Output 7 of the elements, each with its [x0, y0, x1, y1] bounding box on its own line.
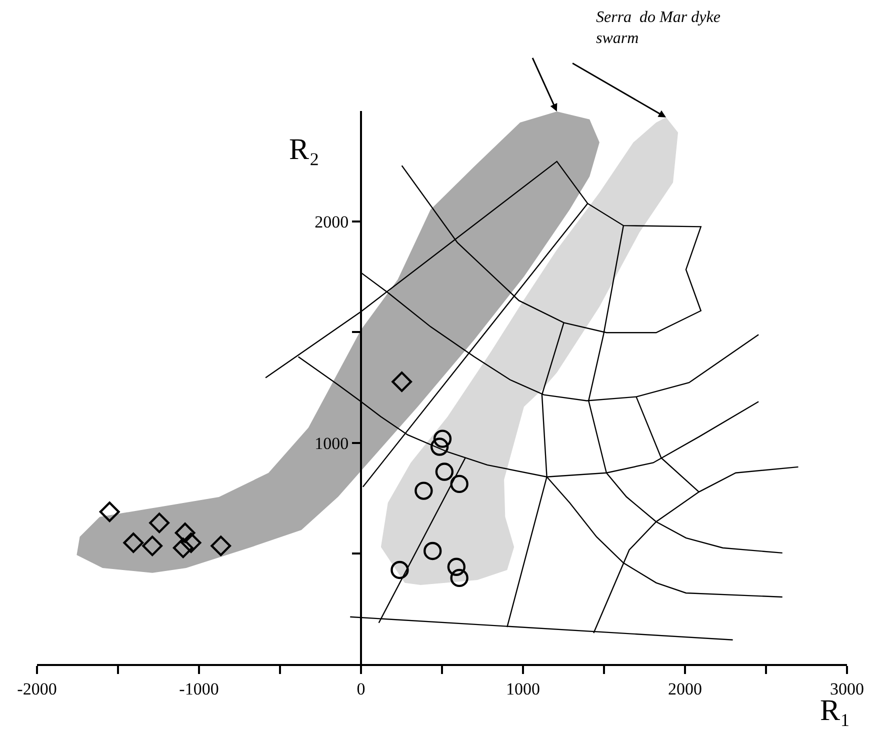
y-axis-title: R₂ — [289, 133, 320, 166]
x-tick-label: 0 — [356, 679, 366, 698]
x-tick-label: 2000 — [668, 679, 702, 698]
text: Serra do Mar dyke swarm — [596, 9, 720, 47]
x-tick-label: -2000 — [17, 679, 57, 698]
x-tick-label: 1000 — [506, 679, 540, 698]
x-tick-label: -1000 — [179, 679, 219, 698]
